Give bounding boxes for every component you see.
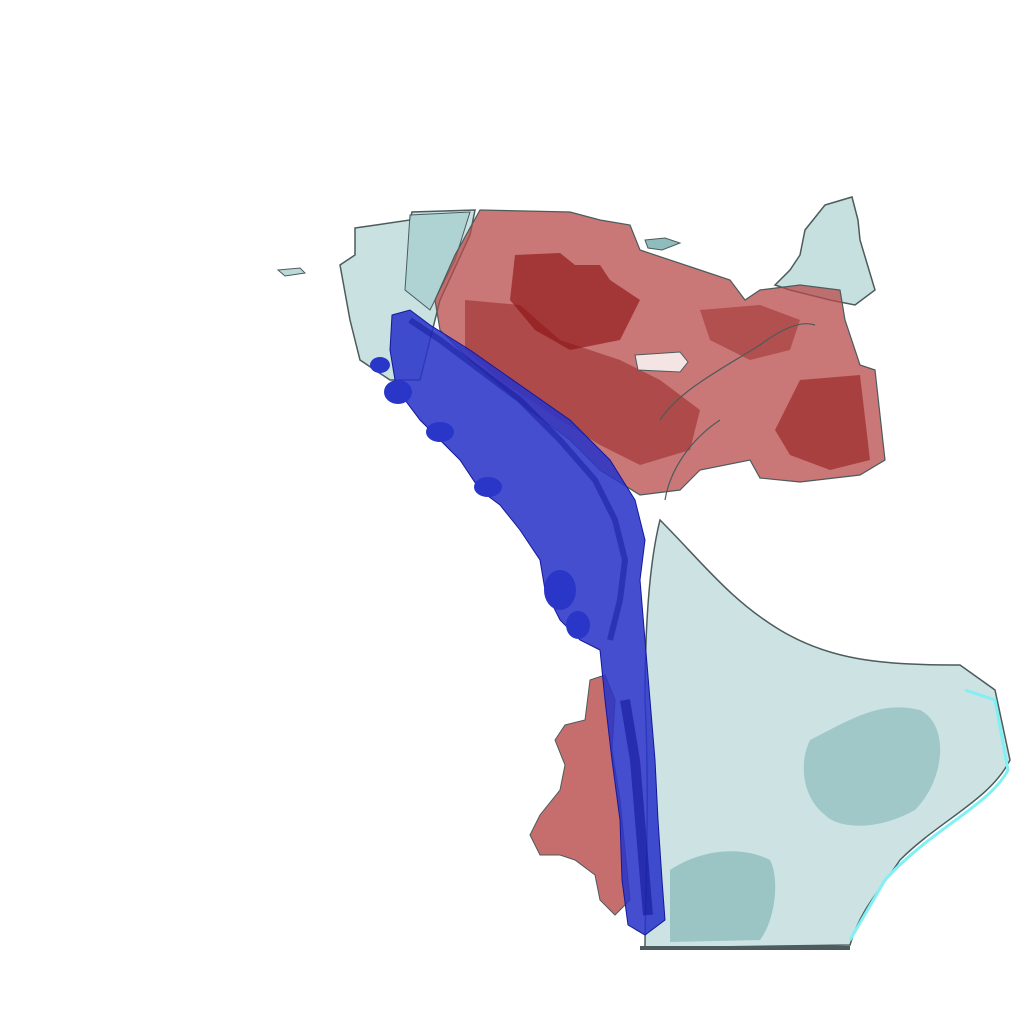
blue-structure: [370, 309, 666, 936]
red-structure-upper: [434, 209, 886, 501]
